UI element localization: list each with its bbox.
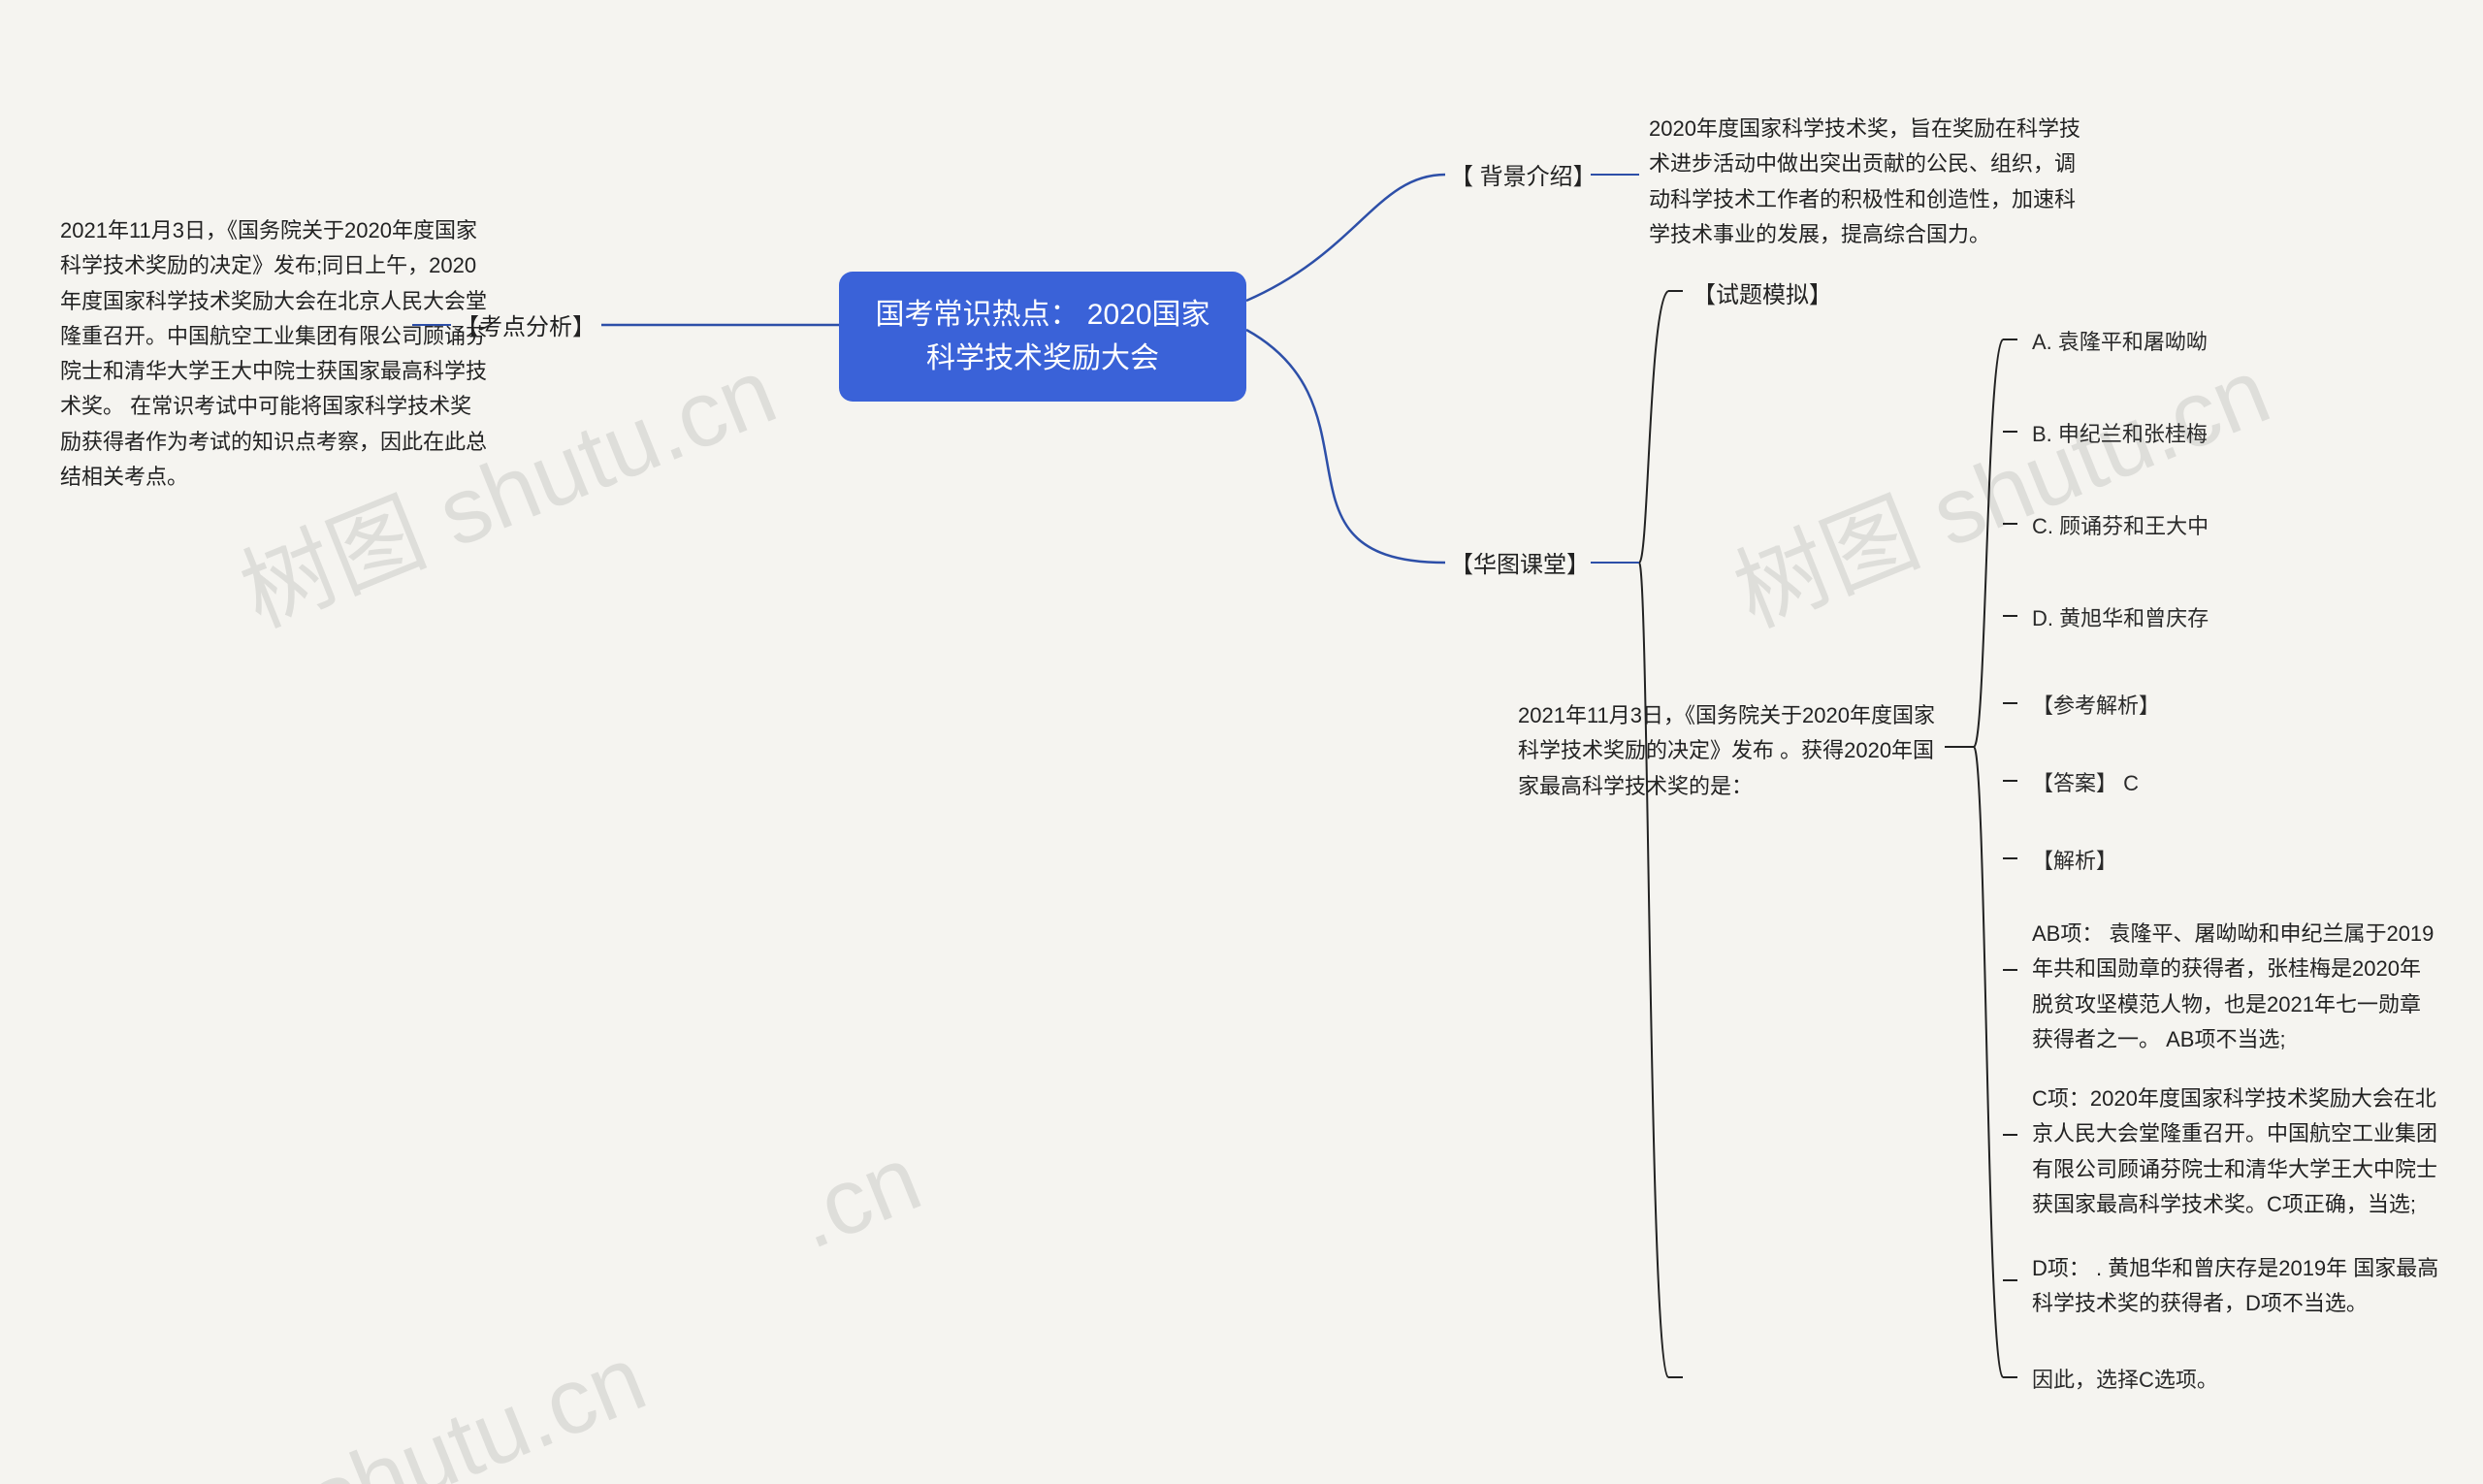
option-d: D. 黄旭华和曾庆存 [2032, 601, 2209, 636]
center-node: 国考常识热点： 2020国家 科学技术奖励大会 [839, 272, 1246, 402]
answer: 【答案】 C [2032, 766, 2139, 801]
center-line2: 科学技术奖励大会 [872, 337, 1213, 380]
sub-header: 【试题模拟】 [1693, 276, 1832, 315]
watermark-4: .cn [780, 1125, 935, 1271]
explain-ab: AB项： 袁隆平、屠呦呦和申纪兰属于2019年共和国勋章的获得者，张桂梅是202… [2032, 917, 2439, 1057]
left-body: 2021年11月3日，《国务院关于2020年度国家科学技术奖励的决定》发布;同日… [60, 213, 487, 495]
explain-d: D项： . 黄旭华和曾庆存是2019年 国家最高科学技术奖的获得者，D项不当选。 [2032, 1251, 2439, 1322]
mindmap-canvas: 树图 shutu.cn 树图 shutu.cn shutu.cn .cn [0, 0, 2483, 1484]
option-c: C. 顾诵芬和王大中 [2032, 509, 2209, 544]
explain-c: C项：2020年度国家科学技术奖励大会在北京人民大会堂隆重召开。中国航空工业集团… [2032, 1081, 2439, 1222]
right-mid-label: 【华图课堂】 [1450, 546, 1590, 585]
right-top-label: 【 背景介绍】 [1450, 158, 1596, 197]
conclusion: 因此，选择C选项。 [2032, 1363, 2218, 1398]
question-text: 2021年11月3日，《国务院关于2020年度国家科学技术奖励的决定》发布 。获… [1518, 698, 1935, 804]
explain-label: 【解析】 [2032, 844, 2117, 879]
option-b: B. 申纪兰和张桂梅 [2032, 417, 2208, 452]
analysis-label: 【参考解析】 [2032, 689, 2160, 724]
watermark-3: shutu.cn [294, 1325, 661, 1484]
option-a: A. 袁隆平和屠呦呦 [2032, 325, 2208, 360]
right-top-body: 2020年度国家科学技术奖，旨在奖励在科学技术进步活动中做出突出贡献的公民、组织… [1649, 112, 2085, 252]
center-line1: 国考常识热点： 2020国家 [872, 293, 1213, 337]
